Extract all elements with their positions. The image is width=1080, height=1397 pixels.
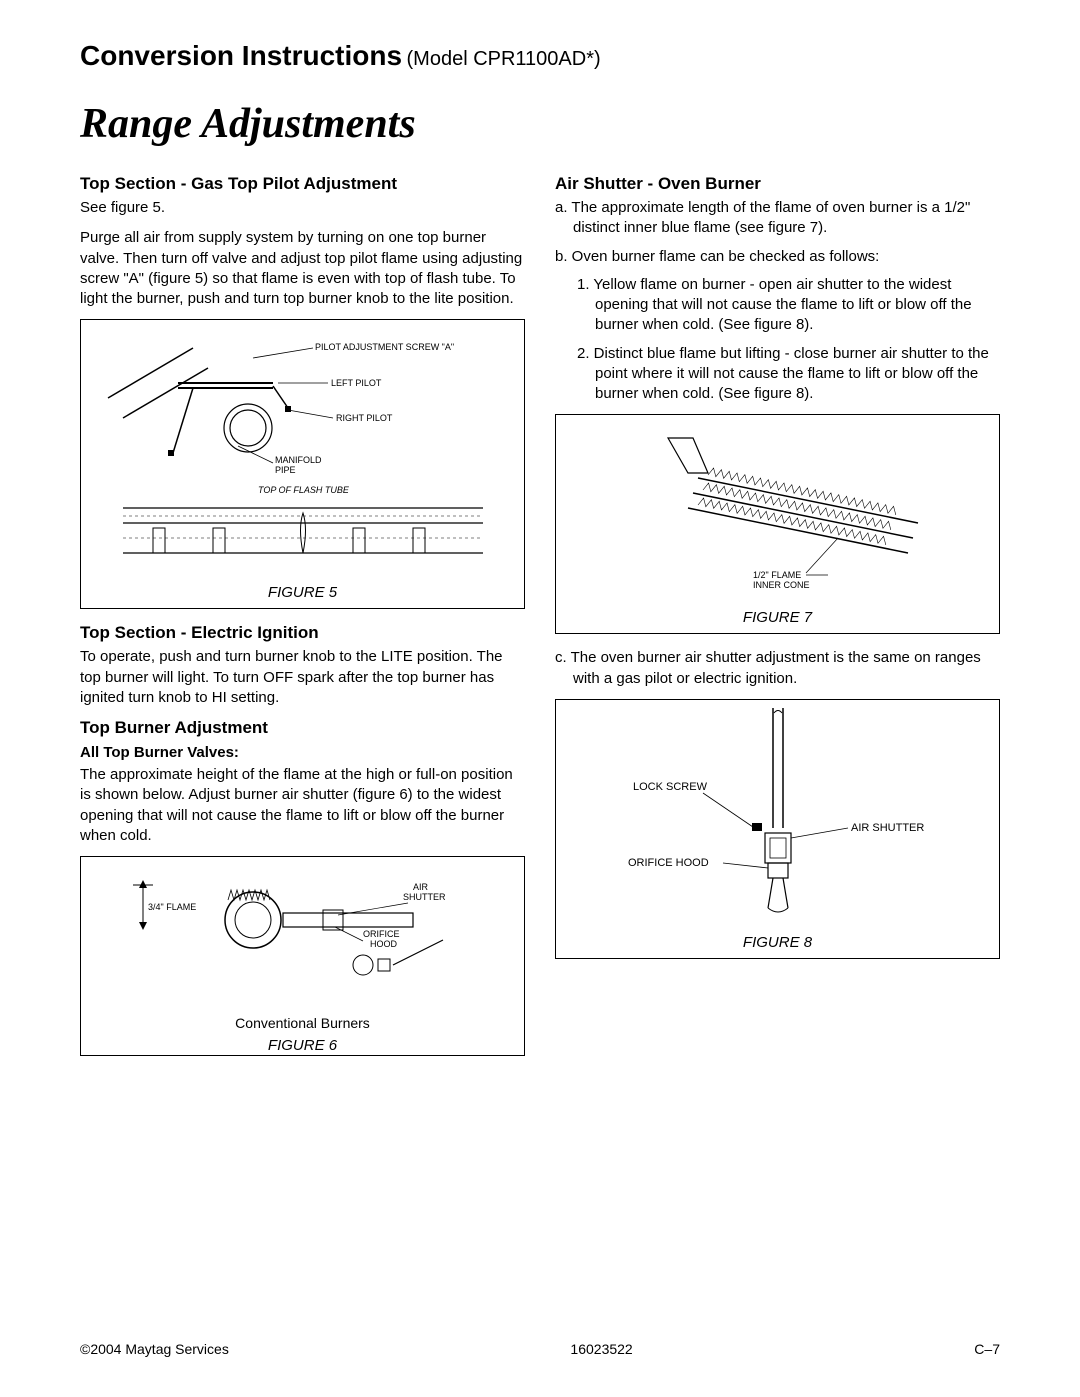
- air-shutter-list-c: c. The oven burner air shutter adjustmen…: [555, 648, 1000, 689]
- air-shutter-list: a. The approximate length of the flame o…: [555, 198, 1000, 267]
- fig7-label-flame2: INNER CONE: [753, 580, 810, 590]
- fig5-label-flash-tube: TOP OF FLASH TUBE: [258, 485, 350, 495]
- top-burner-adj-body: The approximate height of the flame at t…: [80, 765, 525, 846]
- page-header: Conversion Instructions (Model CPR1100AD…: [80, 40, 1000, 72]
- header-title: Conversion Instructions: [80, 40, 402, 71]
- figure-5-caption: FIGURE 5: [89, 584, 516, 601]
- fig6-conventional-label: Conventional Burners: [89, 1015, 516, 1031]
- figure-8-diagram: LOCK SCREW AIR SHUTTER ORIFICE HOOD: [578, 708, 978, 928]
- figure-7-box: 1/2" FLAME INNER CONE FIGURE 7: [555, 414, 1000, 634]
- fig5-label-manifold: MANIFOLD: [275, 455, 322, 465]
- figure-8-caption: FIGURE 8: [564, 934, 991, 951]
- fig5-label-left-pilot: LEFT PILOT: [331, 378, 382, 388]
- subheading-all-valves: All Top Burner Valves:: [80, 744, 525, 761]
- figure-6-diagram: 3/4" FLAME AIR SHUTTER ORIFICE HOOD: [103, 865, 503, 1015]
- figure-7-diagram: 1/2" FLAME INNER CONE: [578, 423, 978, 603]
- fig5-label-manifold2: PIPE: [275, 465, 296, 475]
- list-item-b2: 2. Distinct blue flame but lifting - clo…: [577, 344, 1000, 405]
- fig8-label-lock-screw: LOCK SCREW: [633, 781, 708, 793]
- figure-5-diagram: PILOT ADJUSTMENT SCREW "A" LEFT PILOT RI…: [103, 328, 503, 578]
- fig5-label-pilot-screw: PILOT ADJUSTMENT SCREW "A": [315, 342, 454, 352]
- footer-copyright: ©2004 Maytag Services: [80, 1341, 229, 1357]
- figure-8-box: LOCK SCREW AIR SHUTTER ORIFICE HOOD FIGU…: [555, 699, 1000, 959]
- list-item-a: a. The approximate length of the flame o…: [555, 198, 1000, 239]
- fig8-label-orifice-hood: ORIFICE HOOD: [628, 857, 709, 869]
- fig7-label-flame1: 1/2" FLAME: [753, 570, 801, 580]
- figure-5-box: PILOT ADJUSTMENT SCREW "A" LEFT PILOT RI…: [80, 319, 525, 609]
- heading-air-shutter-oven: Air Shutter - Oven Burner: [555, 174, 1000, 194]
- main-title: Range Adjustments: [80, 100, 1000, 148]
- fig6-label-air-shutter: AIR: [413, 882, 429, 892]
- fig6-label-orifice2: HOOD: [370, 939, 398, 949]
- left-column: Top Section - Gas Top Pilot Adjustment S…: [80, 166, 525, 1070]
- heading-top-burner-adj: Top Burner Adjustment: [80, 718, 525, 738]
- list-item-c: c. The oven burner air shutter adjustmen…: [555, 648, 1000, 689]
- air-shutter-sublist: 1. Yellow flame on burner - open air shu…: [555, 275, 1000, 405]
- gas-top-pilot-body: Purge all air from supply system by turn…: [80, 228, 525, 309]
- see-figure-5: See figure 5.: [80, 198, 525, 218]
- list-item-b: b. Oven burner flame can be checked as f…: [555, 247, 1000, 267]
- footer-docnum: 16023522: [570, 1341, 632, 1357]
- fig5-label-right-pilot: RIGHT PILOT: [336, 413, 393, 423]
- header-model: (Model CPR1100AD*): [407, 48, 601, 70]
- figure-6-caption: FIGURE 6: [89, 1037, 516, 1054]
- right-column: Air Shutter - Oven Burner a. The approxi…: [555, 166, 1000, 1070]
- fig6-label-flame: 3/4" FLAME: [148, 902, 196, 912]
- heading-gas-top-pilot: Top Section - Gas Top Pilot Adjustment: [80, 174, 525, 194]
- fig6-label-orifice: ORIFICE: [363, 929, 400, 939]
- list-item-b1: 1. Yellow flame on burner - open air shu…: [577, 275, 1000, 336]
- heading-electric-ignition: Top Section - Electric Ignition: [80, 623, 525, 643]
- footer-pagenum: C–7: [974, 1341, 1000, 1357]
- fig6-label-air-shutter2: SHUTTER: [403, 892, 446, 902]
- fig8-label-air-shutter: AIR SHUTTER: [851, 822, 924, 834]
- figure-6-box: 3/4" FLAME AIR SHUTTER ORIFICE HOOD: [80, 856, 525, 1056]
- figure-7-caption: FIGURE 7: [564, 609, 991, 626]
- electric-ignition-body: To operate, push and turn burner knob to…: [80, 647, 525, 708]
- content-columns: Top Section - Gas Top Pilot Adjustment S…: [80, 166, 1000, 1070]
- page-footer: ©2004 Maytag Services 16023522 C–7: [80, 1341, 1000, 1357]
